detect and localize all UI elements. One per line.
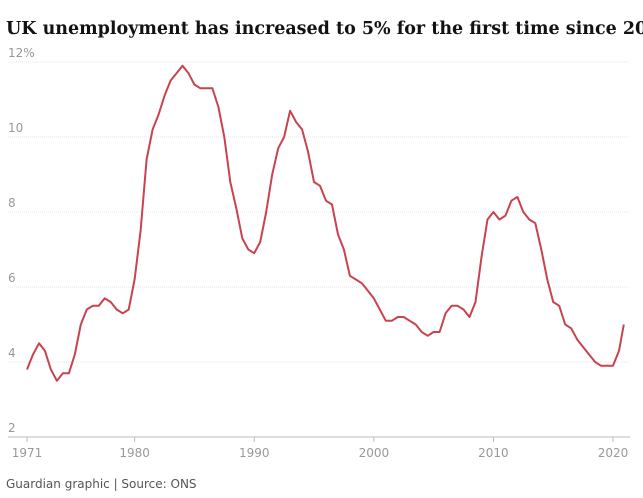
y-tick-label: 2 bbox=[8, 421, 16, 435]
chart-title: UK unemployment has increased to 5% for … bbox=[6, 19, 643, 39]
y-tick-label: 6 bbox=[8, 271, 16, 285]
x-tick-label: 2010 bbox=[478, 446, 509, 460]
source: Guardian graphic | Source: ONS bbox=[6, 477, 197, 491]
y-tick-label: 10 bbox=[8, 121, 23, 135]
y-tick-label: 4 bbox=[8, 346, 16, 360]
line bbox=[26, 64, 625, 382]
x-tick-label: 1980 bbox=[119, 446, 150, 460]
y-tick-label: 12% bbox=[8, 46, 35, 60]
x-tick-label: 2000 bbox=[359, 446, 390, 460]
x-tick-label: 1971 bbox=[12, 446, 43, 460]
x-tick-label: 2020 bbox=[598, 446, 629, 460]
y-tick-label: 8 bbox=[8, 196, 16, 210]
x-tick-label: 1990 bbox=[239, 446, 270, 460]
